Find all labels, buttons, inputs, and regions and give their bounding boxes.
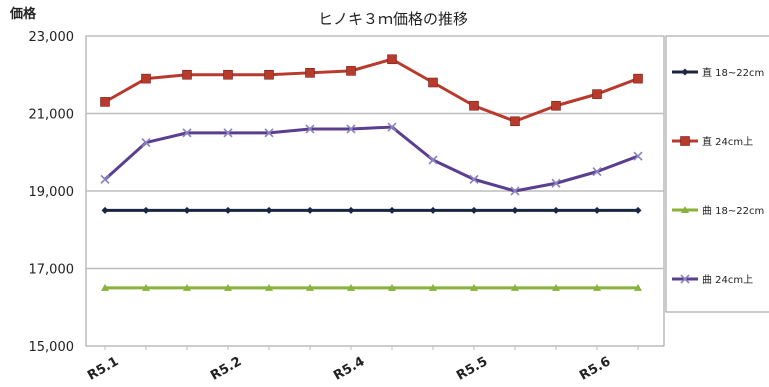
data-point	[592, 167, 602, 177]
data-point	[346, 66, 356, 76]
data-point	[223, 128, 233, 138]
x-tick-label: R5.5	[454, 354, 490, 384]
data-point	[592, 89, 602, 99]
legend-swatch-marker	[681, 68, 689, 76]
data-point	[306, 206, 314, 214]
data-point	[347, 283, 355, 291]
data-point	[141, 73, 151, 84]
data-point	[510, 186, 520, 196]
gridlines	[86, 35, 664, 270]
data-point	[551, 178, 561, 188]
data-point	[142, 283, 150, 291]
series-2	[100, 54, 643, 127]
y-tick-label: 17,000	[29, 263, 75, 278]
data-point	[470, 283, 478, 291]
data-point	[511, 206, 519, 214]
data-point	[100, 97, 110, 107]
x-tick-label: R5.6	[577, 354, 613, 384]
data-point	[101, 206, 109, 214]
x-axis-ticks: R5.1 R5.2 R5.4 R5.5 R5.6	[85, 346, 639, 384]
x-tick-label: R5.2	[208, 354, 244, 384]
data-point	[593, 283, 601, 291]
data-point	[183, 206, 191, 214]
series-line	[104, 57, 639, 123]
data-point	[429, 283, 437, 291]
data-point	[265, 283, 273, 291]
data-point	[224, 206, 232, 214]
data-point	[346, 124, 356, 134]
data-point	[429, 206, 437, 214]
y-axis-label: 価格	[9, 6, 37, 22]
data-point	[593, 206, 601, 214]
chart-title: ヒノキ３ｍ価格の推移	[318, 10, 468, 28]
data-point	[428, 77, 438, 88]
legend	[665, 35, 769, 313]
data-point	[469, 100, 479, 111]
data-point	[101, 283, 109, 291]
series-4	[100, 122, 643, 196]
data-point	[552, 206, 560, 214]
data-point	[469, 174, 479, 184]
data-point	[264, 69, 274, 80]
data-point	[224, 283, 232, 291]
data-point	[141, 137, 151, 148]
series-3	[101, 283, 642, 291]
legend-entry: 直 18~22cm	[672, 66, 764, 79]
data-point	[264, 128, 274, 138]
y-axis-ticks: 15,000 17,000 19,000 21,000 23,000	[29, 30, 75, 355]
y-tick-label: 21,000	[29, 108, 75, 123]
series-line	[103, 125, 639, 193]
data-point	[511, 283, 519, 291]
legend-entry: 直 24cm上	[672, 135, 753, 148]
legend-label: 曲 18~22cm	[702, 205, 764, 217]
x-tick-label: R5.4	[331, 354, 367, 384]
data-point	[552, 283, 560, 291]
data-point	[183, 283, 191, 291]
data-point	[428, 155, 438, 165]
data-point	[100, 174, 110, 184]
data-point	[387, 54, 397, 65]
data-point	[182, 128, 192, 138]
data-point	[347, 206, 355, 214]
y-tick-label: 19,000	[29, 185, 75, 200]
legend-entry: 曲 18~22cm	[672, 205, 764, 217]
data-point	[634, 283, 642, 291]
legend-label: 直 18~22cm	[702, 66, 764, 79]
series-1	[101, 206, 642, 214]
data-point	[510, 116, 520, 127]
data-point	[633, 73, 643, 84]
data-point	[182, 69, 192, 80]
x-tick-label: R5.1	[85, 354, 121, 384]
data-point	[470, 206, 478, 214]
data-point	[388, 206, 396, 214]
y-tick-label: 23,000	[29, 30, 75, 45]
data-point	[633, 151, 643, 161]
data-point	[388, 283, 396, 291]
legend-entry: 曲 24cm上	[672, 274, 753, 286]
data-point	[306, 283, 314, 291]
legend-swatch-marker	[680, 274, 690, 284]
legend-label: 直 24cm上	[702, 135, 753, 148]
data-point	[142, 206, 150, 214]
legend-swatch-marker	[681, 206, 689, 213]
series-group	[100, 54, 643, 291]
data-point	[223, 69, 233, 80]
data-point	[551, 100, 561, 111]
data-point	[305, 124, 315, 134]
data-point	[387, 122, 397, 132]
legend-label: 曲 24cm上	[702, 274, 753, 286]
data-point	[305, 68, 315, 78]
data-point	[265, 206, 273, 214]
data-point	[634, 206, 642, 214]
y-tick-label: 15,000	[29, 340, 75, 355]
legend-swatch-marker	[680, 136, 690, 146]
